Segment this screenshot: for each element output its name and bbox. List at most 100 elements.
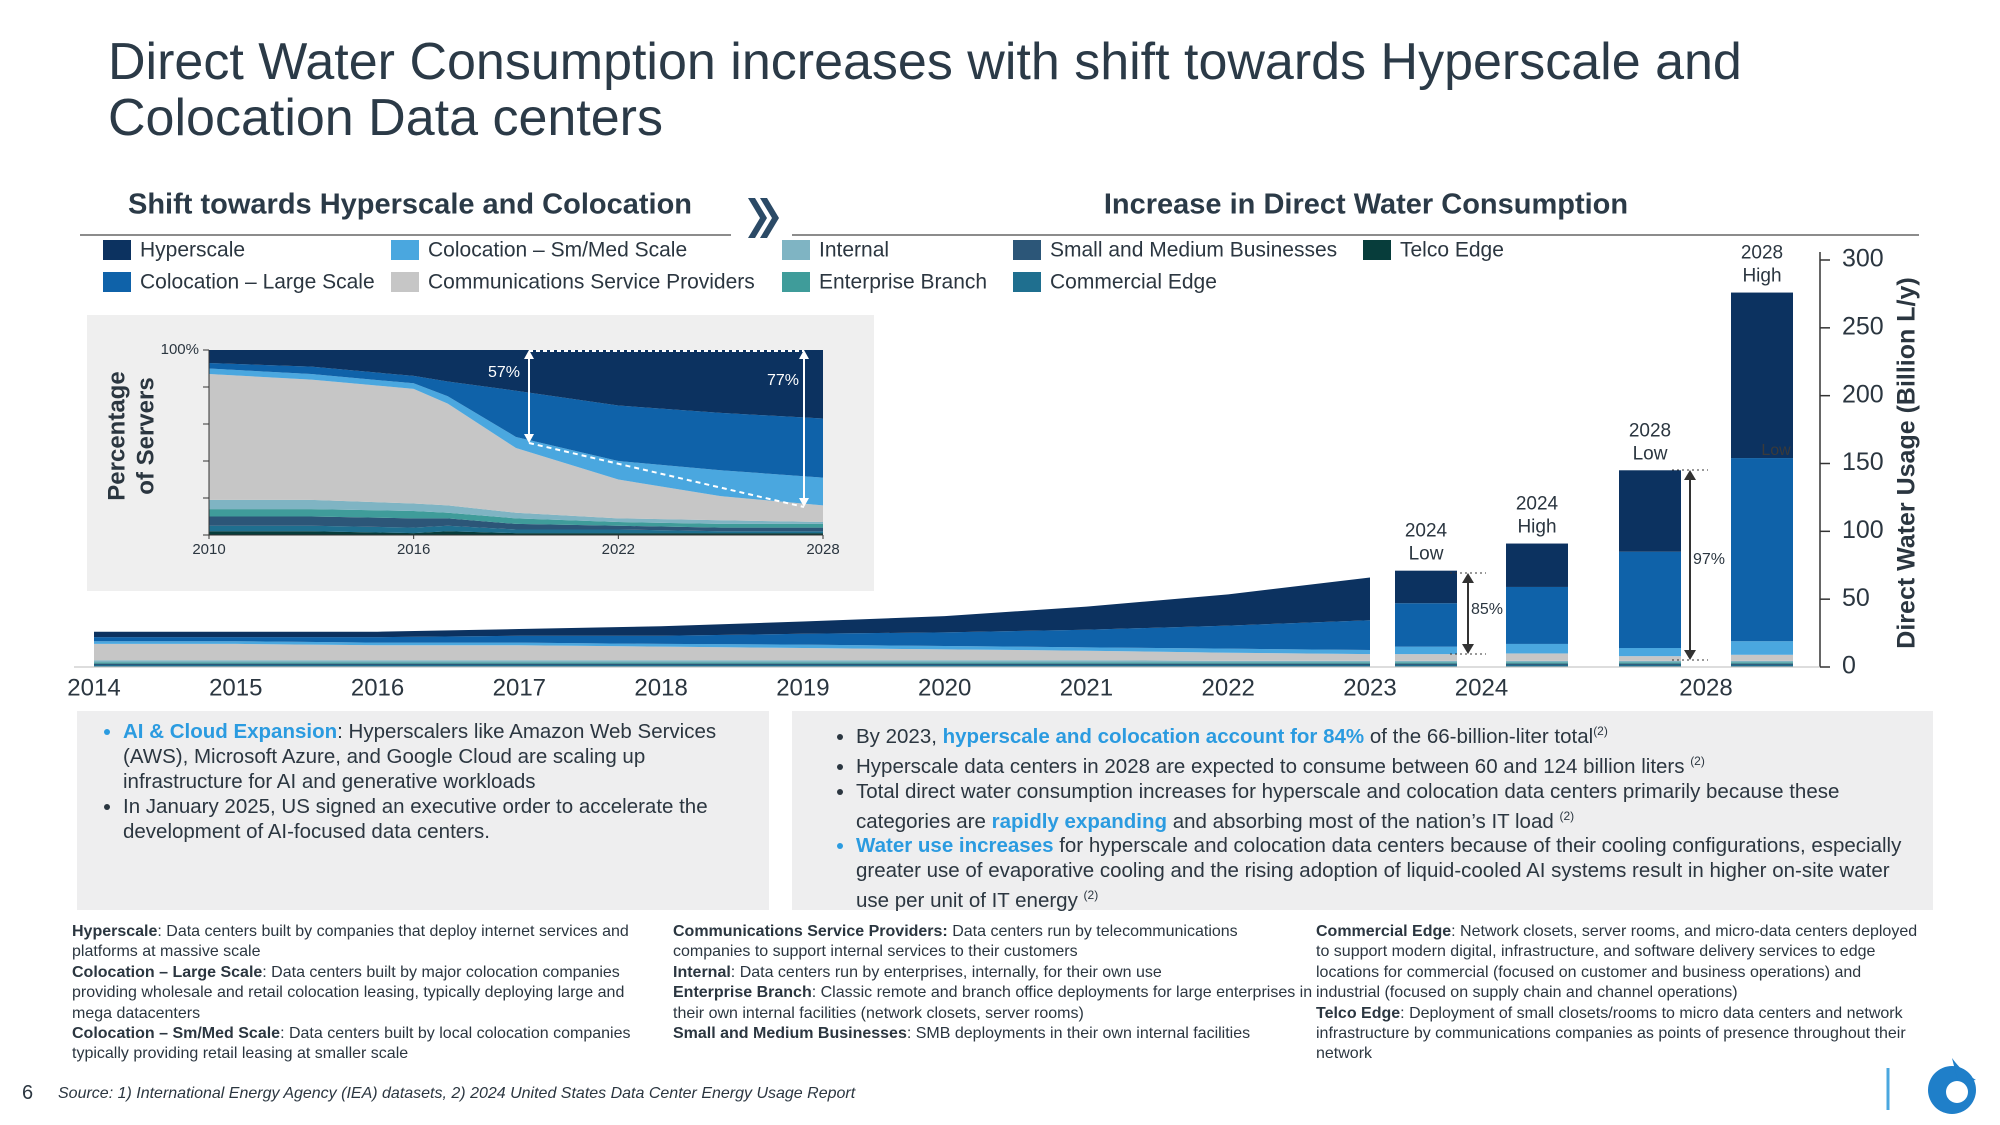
definition-term: Enterprise Branch [673,984,812,1002]
source-note: Source: 1) International Energy Agency (… [58,1085,856,1102]
bar-segment [1506,662,1568,664]
legend-swatch [103,272,131,292]
definition: Commercial Edge: Network closets, server… [1316,922,1926,1004]
bar-segment [1619,663,1681,665]
area-series [94,620,1370,651]
legend-swatch [1013,272,1041,292]
bar-label: High [1742,266,1781,287]
y-tick-label: 50 [1842,584,1870,612]
logo-mark [1952,1058,1976,1082]
bar-segment [1395,662,1457,664]
y-tick-label: 300 [1842,245,1884,273]
area-series [94,664,1370,667]
definition-term: Small and Medium Businesses [673,1025,907,1043]
x-tick-label: 2016 [351,674,404,701]
definitions-column: Hyperscale: Data centers built by compan… [72,922,664,1065]
bar-segment [1731,663,1793,665]
bar-segment [1395,570,1457,604]
x-tick-label: 2021 [1060,674,1113,701]
bullet-text: : Hyperscalers like Amazon Web Services … [123,720,717,793]
definition-term: Hyperscale [72,923,158,940]
legend-swatch [103,240,131,260]
legend-label: Telco Edge [1400,239,1504,262]
legend-label: Hyperscale [140,239,245,262]
bar-segment [1395,660,1457,663]
bullet-text: hyperscale and colocation account for 84… [942,724,1365,748]
bar-segment [1506,664,1568,667]
bullet-text: Hyperscale data centers in 2028 are expe… [856,754,1691,778]
legend-swatch [391,240,419,260]
legend-swatch [1363,240,1391,260]
x-tick-label: 2020 [918,674,971,701]
arrow-head [524,434,534,443]
bullet-text: Total direct water consumption increases… [856,779,1840,833]
section-heading: Shift towards Hyperscale and Colocation [128,189,692,221]
definition-term: Commercial Edge [1316,923,1452,940]
annotation: 57% [488,364,520,381]
logo [1886,1058,1976,1114]
x-tick-label: 2024 [1455,674,1508,701]
legend-swatch [1013,240,1041,260]
slide-title: Direct Water Consumption increases with … [108,33,1742,147]
definition: Colocation – Sm/Med Scale: Data centers … [72,1024,664,1065]
bar-segment [1506,586,1568,644]
bar-segment [1506,543,1568,587]
bullet-text: for hyperscale and colocation data cente… [856,834,1902,913]
bar-label: 2028 [1741,243,1783,264]
bullet-text: of the 66-billion-liter total [1364,724,1594,748]
arrow-head [799,498,809,507]
bar-segment [1395,664,1457,667]
bar-label: 2024 [1405,521,1448,542]
legend-label: Enterprise Branch [819,271,987,294]
legend-swatch [782,272,810,292]
area-series [94,663,1370,665]
definition: Hyperscale: Data centers built by compan… [72,922,664,963]
y-axis-title: Direct Water Usage (Billion L/y) [1893,277,1921,648]
plot-area [94,577,1370,667]
bullet-list: By 2023, hyperscale and colocation accou… [832,719,1913,913]
legend-label: Colocation – Sm/Med Scale [428,239,687,262]
definition: Internal: Data centers run by enterprise… [673,963,1313,983]
definition-text: : Data centers built by major colocation… [72,963,625,1022]
definition: Small and Medium Businesses: SMB deploym… [673,1024,1313,1044]
y-tick-label: 0 [1842,652,1856,680]
definition-text: : Classic remote and branch office deplo… [673,984,1313,1022]
area-series [209,362,823,478]
legend-swatch [391,272,419,292]
arrow-head [1684,470,1696,480]
y-tick-label: 150 [1842,448,1884,476]
bar-segment [1395,646,1457,655]
bar-segment [1619,660,1681,663]
bar-segment [1731,641,1793,655]
bullet-list: AI & Cloud Expansion: Hyperscalers like … [99,719,749,844]
x-tick-label: 2028 [1679,674,1732,701]
area-series [94,643,1370,661]
definition-text: : Data centers built by companies that d… [72,923,629,961]
x-tick-label: 2023 [1343,674,1396,701]
area-series [94,577,1370,638]
x-tick-label: 2022 [1202,674,1255,701]
y-axis-title: Percentage [103,371,130,500]
bar-segment [1731,660,1793,663]
y-axis-title: of Servers [132,377,159,494]
arrow-head [1462,573,1474,583]
x-tick-label: 2017 [493,674,546,701]
legend-label: Internal [819,239,889,262]
annotation: 77% [767,372,799,389]
bar-label: Low [1409,544,1444,565]
bullet-text: and absorbing most of the nation’s IT lo… [1167,809,1560,833]
dotted-guide [528,442,805,508]
bullet-box: AI & Cloud Expansion: Hyperscalers like … [77,711,769,910]
bar-segment [1395,603,1457,647]
bar-segment [1395,663,1457,665]
bar-segment [1506,663,1568,665]
footnote-ref: (2) [1083,888,1099,903]
annotation: 97% [1693,551,1725,568]
definition-term: Colocation – Sm/Med Scale [72,1025,281,1043]
x-tick-label: 2016 [397,541,430,558]
definition-text: : Data centers run by enterprises, inter… [730,963,1162,981]
page-number: 6 [22,1082,34,1104]
